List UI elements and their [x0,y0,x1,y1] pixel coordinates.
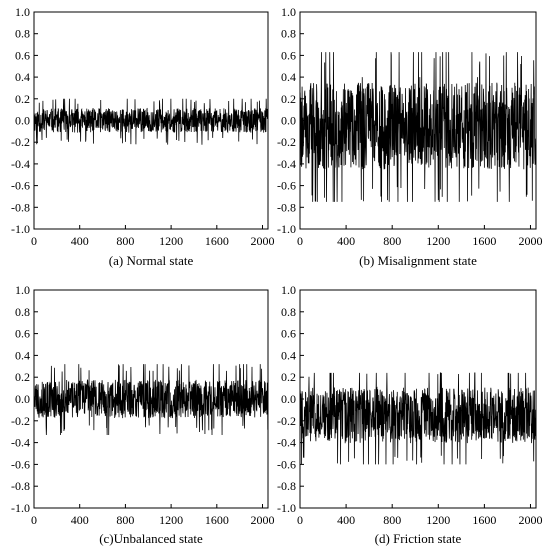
panel-caption: (b) Misalignment state [359,253,477,268]
x-tick-label: 1200 [426,513,450,527]
x-tick-label: 0 [297,234,303,248]
x-tick-label: 800 [116,234,134,248]
chart-panel-3: 1.0 0.8 0.6 0.4 0.2 0.0 -0.2 -0.4 -0.6 -0.8 -1.00 4… [11,283,275,546]
y-tick-label: -1.0 [11,501,30,515]
x-tick-label: 400 [71,234,89,248]
y-tick-label: 0.2 [281,370,296,384]
y-tick-label: 0.8 [15,27,30,41]
y-tick-label: 0.4 [15,70,30,84]
x-tick-label: 0 [31,513,37,527]
y-tick-label: -0.2 [11,135,30,149]
y-tick-label: -0.6 [11,179,30,193]
y-tick-label: 0.0 [15,114,30,128]
y-tick-label: -0.4 [11,436,30,450]
y-tick-label: -0.8 [11,200,30,214]
signal-line [299,372,537,465]
y-tick-label: 0.4 [281,70,296,84]
y-tick-label: -0.8 [11,479,30,493]
y-tick-label: 1.0 [281,5,296,19]
x-tick-label: 400 [71,513,89,527]
y-tick-label: 0.2 [281,92,296,106]
x-tick-label: 800 [383,513,401,527]
y-tick-label: 0.6 [281,48,296,62]
x-tick-label: 0 [31,234,37,248]
plot-frame [299,289,537,509]
panel-caption: (d) Friction state [375,531,462,546]
x-tick-label: 800 [116,513,134,527]
y-tick-label: -0.2 [277,135,296,149]
panel-caption: (c)Unbalanced state [99,531,203,546]
y-tick-label: -0.4 [11,157,30,171]
y-tick-label: -1.0 [11,222,30,236]
x-tick-label: 400 [337,513,355,527]
y-tick-label: -0.6 [277,457,296,471]
x-tick-label: 0 [297,513,303,527]
x-tick-label: 1600 [205,234,229,248]
chart-panel-4: 1.0 0.8 0.6 0.4 0.2 0.0 -0.2 -0.4 -0.6 -0.8 -1.00 4… [277,283,542,546]
y-tick-label: 0.8 [281,27,296,41]
y-tick-label: 0.0 [15,392,30,406]
y-tick-label: 1.0 [15,283,30,297]
signal-line [33,98,269,145]
y-tick-label: 1.0 [281,283,296,297]
x-tick-label: 2000 [251,513,275,527]
y-tick-label: 0.8 [15,305,30,319]
y-tick-label: -0.6 [277,179,296,193]
x-tick-label: 400 [337,234,355,248]
y-tick-label: 0.0 [281,392,296,406]
y-tick-label: -0.8 [277,200,296,214]
y-tick-label: 0.2 [15,92,30,106]
y-tick-label: 0.6 [15,48,30,62]
y-tick-label: 0.6 [15,327,30,341]
y-tick-label: 0.8 [281,305,296,319]
y-tick-label: 0.6 [281,327,296,341]
y-tick-label: 0.0 [281,114,296,128]
x-tick-label: 1600 [205,513,229,527]
x-tick-label: 1600 [472,234,496,248]
y-tick-label: -0.2 [11,414,30,428]
y-tick-label: 1.0 [15,5,30,19]
panel-caption: (a) Normal state [109,253,194,268]
y-tick-label: -1.0 [277,501,296,515]
signal-line [299,52,537,202]
chart-panel-2: 1.0 0.8 0.6 0.4 0.2 0.0 -0.2 -0.4 -0.6 -0.8 -1.00 4… [277,5,542,268]
x-tick-label: 2000 [518,234,542,248]
y-tick-label: -0.6 [11,457,30,471]
y-tick-label: -1.0 [277,222,296,236]
x-tick-label: 1200 [159,513,183,527]
x-tick-label: 2000 [518,513,542,527]
y-tick-label: -0.2 [277,414,296,428]
y-tick-label: -0.4 [277,157,296,171]
x-tick-label: 1600 [472,513,496,527]
x-tick-label: 2000 [251,234,275,248]
y-tick-label: 0.4 [281,348,296,362]
x-tick-label: 1200 [159,234,183,248]
y-tick-label: 0.4 [15,348,30,362]
y-tick-label: -0.4 [277,436,296,450]
x-tick-label: 1200 [426,234,450,248]
y-tick-label: -0.8 [277,479,296,493]
x-tick-label: 800 [383,234,401,248]
chart-panel-1: 1.0 0.8 0.6 0.4 0.2 0.0 -0.2 -0.4 -0.6 -0.8 -1.00 4… [11,5,275,268]
signal-line [33,364,269,435]
y-tick-label: 0.2 [15,370,30,384]
